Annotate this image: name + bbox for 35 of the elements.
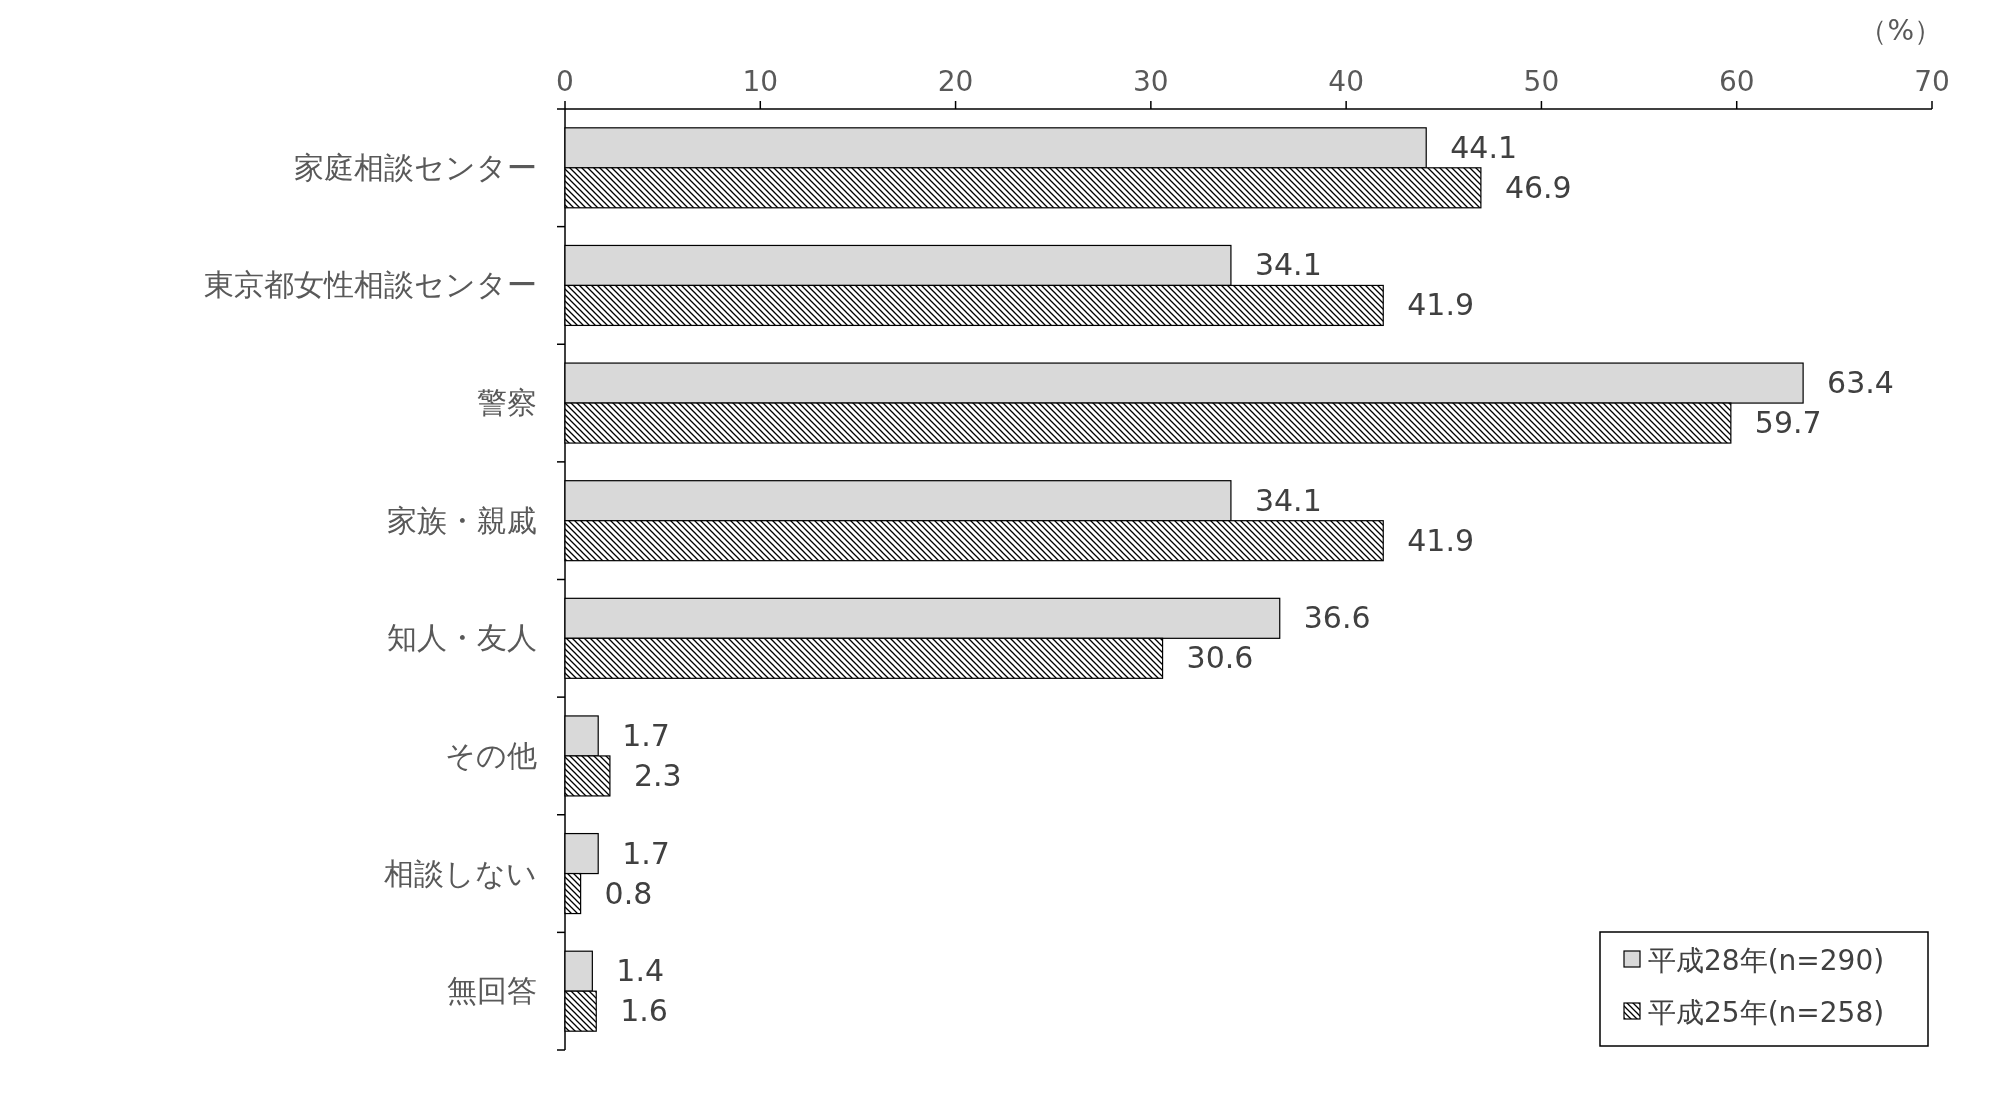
- y-tick-label: 警察: [477, 385, 537, 421]
- data-label: 1.7: [622, 717, 670, 753]
- x-tick-label: 70: [1914, 65, 1950, 98]
- x-tick-label: 0: [556, 65, 574, 98]
- x-axis-title: （%）: [1859, 14, 1942, 47]
- data-label: 59.7: [1754, 405, 1822, 441]
- data-label: 1.7: [622, 835, 670, 871]
- data-label: 1.4: [616, 953, 665, 989]
- legend-label: 平成25年(n=258): [1648, 996, 1885, 1029]
- x-tick-label: 30: [1133, 65, 1169, 98]
- data-label: 2.3: [633, 757, 682, 793]
- data-label: 44.1: [1450, 129, 1518, 165]
- x-tick-label: 20: [937, 65, 974, 98]
- data-label: 41.9: [1407, 287, 1475, 323]
- data-label: 41.9: [1407, 522, 1475, 558]
- legend-label: 平成28年(n=290): [1648, 944, 1885, 977]
- data-label: 63.4: [1827, 365, 1894, 401]
- y-tick-label: 知人・友人: [387, 620, 537, 656]
- data-label: 0.8: [604, 875, 653, 911]
- y-tick-label: 無回答: [447, 973, 537, 1009]
- data-label: 34.1: [1254, 247, 1322, 283]
- x-tick-label: 10: [742, 65, 779, 98]
- x-tick-label: 60: [1718, 65, 1755, 98]
- x-tick-label: 50: [1523, 65, 1560, 98]
- y-tick-label: 家庭相談センター: [294, 149, 537, 185]
- data-label: 36.6: [1303, 600, 1371, 636]
- data-label: 1.6: [620, 993, 668, 1029]
- y-tick-label: 東京都女性相談センター: [204, 267, 537, 303]
- data-label: 46.9: [1504, 169, 1572, 205]
- y-tick-label: 相談しない: [384, 855, 537, 891]
- y-tick-label: 家族・親戚: [387, 502, 537, 538]
- data-label: 30.6: [1186, 640, 1254, 676]
- y-tick-label: その他: [445, 737, 537, 773]
- x-tick-label: 40: [1328, 65, 1364, 98]
- data-label: 34.1: [1254, 482, 1322, 518]
